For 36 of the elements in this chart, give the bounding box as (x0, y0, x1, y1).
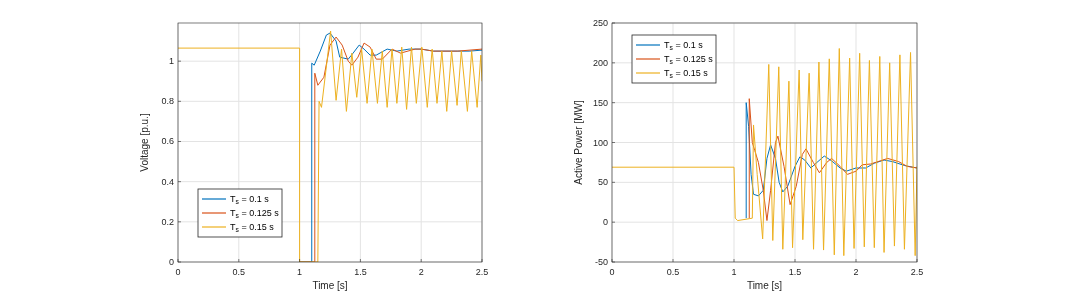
y-axis-title: Voltage [p.u.] (139, 113, 150, 172)
y-tick-label: 50 (597, 177, 608, 188)
x-tick-label: 2 (418, 267, 424, 277)
y-tick-label: 100 (592, 137, 608, 148)
x-tick-label: 2.5 (475, 267, 489, 277)
y-tick-label: 0.8 (161, 96, 174, 107)
x-tick-label: 0.5 (232, 267, 246, 277)
x-tick-label: 2.5 (910, 267, 924, 277)
y-tick-label: 0.6 (161, 136, 174, 147)
y-tick-label: 0 (168, 257, 174, 267)
y-tick-label: 200 (592, 57, 608, 68)
x-tick-label: 0 (609, 267, 615, 277)
legend-label: T$_{s}$ = 0.125 s (664, 54, 714, 66)
y-tick-label: 250 (592, 18, 608, 28)
x-tick-label: 1 (731, 267, 737, 277)
y-tick-label: 0.2 (161, 216, 174, 227)
legend-label: T$_{s}$ = 0.15 s (230, 222, 275, 234)
y-tick-label: -50 (594, 257, 608, 267)
legend-label: T$_{s}$ = 0.1 s (230, 194, 270, 206)
x-axis-title: Time [s] (312, 280, 348, 291)
x-axis-title: Time [s] (746, 280, 783, 291)
x-tick-label: 2 (853, 267, 859, 277)
y-axis-title: Active Power [MW] (573, 100, 584, 185)
legend-label: T$_{s}$ = 0.15 s (664, 68, 709, 80)
legend-label: T$_{s}$ = 0.1 s (664, 40, 704, 52)
y-tick-label: 0 (602, 217, 608, 228)
x-tick-label: 1.5 (788, 267, 802, 277)
y-tick-label: 1 (168, 56, 174, 67)
y-tick-label: 150 (592, 97, 608, 108)
x-tick-label: 0 (175, 267, 181, 277)
x-tick-label: 1.5 (354, 267, 367, 277)
line-series (612, 47, 917, 257)
x-tick-label: 0.5 (666, 267, 680, 277)
y-tick-label: 0.4 (161, 176, 174, 187)
x-tick-label: 1 (297, 267, 303, 277)
legend-label: T$_{s}$ = 0.125 s (230, 208, 280, 220)
